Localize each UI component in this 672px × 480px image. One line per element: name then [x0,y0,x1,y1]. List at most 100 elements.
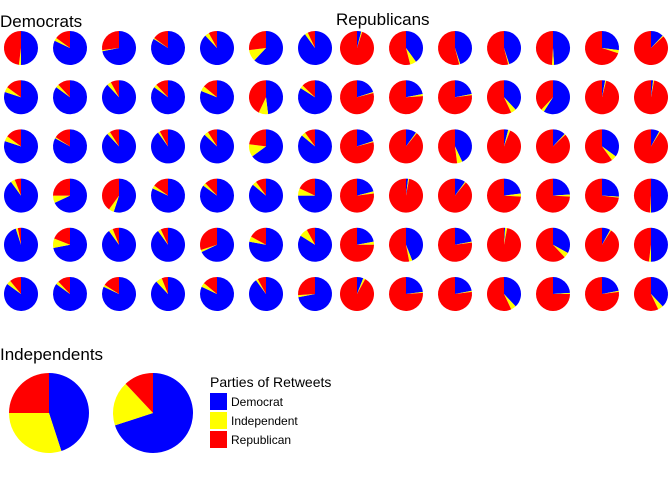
republican-pie-25-slice-independent [504,193,522,197]
republican-pie-24 [438,178,473,213]
republican-pie-26-slice-independent [553,194,571,197]
independent-pie-2-slice-democrat [114,373,194,453]
republican-pie-15 [340,129,375,164]
democrat-pie-37 [53,277,88,312]
democrat-pie-3-slice-republican [101,30,119,51]
republican-pie-6 [585,31,620,66]
republican-pie-34-slice-independent [602,229,612,245]
republican-pie-24-slice-democrat [455,178,465,196]
republican-pie-41-slice-independent [602,290,619,294]
republican-pie-27-slice-independent [602,195,619,198]
democrat-pie-24-slice-republican [102,178,119,210]
republican-pie-35 [633,227,668,262]
republican-pie-1-slice-republican [340,31,375,65]
democrat-pie-42-slice-independent [298,294,315,298]
democrat-pie-41-slice-independent [256,279,266,294]
democrat-pie-18-slice-independent [158,131,168,147]
democrat-pie-16 [52,129,87,164]
republican-pie-7-slice-republican [634,31,669,65]
republican-pie-10 [438,80,473,115]
republican-pie-39-slice-democrat [504,277,522,307]
republican-pie-5-slice-democrat [553,30,571,65]
republican-pie-21-slice-independent [651,131,661,147]
republican-pie-33 [536,227,571,262]
democrat-pie-3-slice-independent [102,48,119,52]
democrat-pie-39-slice-democrat [150,277,185,311]
republican-pie-28-slice-democrat [651,178,668,213]
democrat-pie-21 [297,129,332,164]
republican-pie-35-slice-republican [633,227,651,262]
democrat-pie-22-slice-republican [14,178,21,196]
republican-pie-30-slice-republican [389,227,410,262]
democrat-pie-15-slice-independent [4,136,21,147]
democrat-pie-35-slice-independent [300,229,315,245]
democrat-pie-4-slice-republican [154,31,168,48]
democrat-pie-23-slice-independent [53,195,70,203]
republican-pie-11 [486,80,522,115]
republican-pie-28-slice-republican [633,178,651,213]
republican-pie-30 [389,227,424,262]
republican-pie-3 [438,31,473,65]
democrat-pie-16-slice-independent [55,137,70,147]
independent-pie-1 [9,373,89,453]
independents-pies [9,373,194,453]
democrat-pie-2-slice-democrat [53,31,88,65]
democrat-pie-26-slice-republican [205,178,217,196]
democrat-pie-19-slice-republican [207,129,217,147]
democrat-pie-5-slice-democrat [199,31,234,65]
republican-pie-29-slice-independent [357,241,374,245]
democrat-pie-20 [248,129,284,164]
democrat-pie-2 [53,31,88,65]
republican-pie-15-slice-independent [357,141,374,147]
independent-pie-2-slice-independent [113,383,153,426]
republican-pie-37-slice-republican [389,277,424,311]
republican-pie-9-slice-republican [389,80,424,115]
democrat-pie-9-slice-democrat [53,80,88,115]
republican-pie-9 [389,80,424,115]
republican-pie-26-slice-democrat [553,178,570,196]
republican-pie-23-slice-democrat [406,178,409,196]
democrat-pie-7-slice-independent [305,32,315,48]
democrat-pie-38-slice-democrat [102,277,137,311]
democrat-pie-12-slice-democrat [199,80,234,115]
democrat-pie-40-slice-democrat [200,277,235,311]
republican-pie-36-slice-republican [340,277,375,311]
democrat-pie-13 [249,80,284,115]
democrat-pie-16-slice-democrat [52,129,87,164]
republican-pie-2-slice-democrat [406,31,423,62]
democrat-pie-38 [102,277,137,311]
republican-pie-33-slice-democrat [553,227,571,253]
republican-pie-34-slice-republican [584,227,619,262]
republican-pie-42-slice-republican [633,277,659,312]
democrat-pie-23-slice-republican [53,178,70,196]
democrat-pie-30-slice-democrat [53,227,87,262]
republican-pie-2 [389,31,423,65]
democrat-pie-28 [298,178,332,213]
republican-pie-18-slice-democrat [504,129,509,147]
republican-pie-29-slice-democrat [357,227,374,245]
republican-pie-24-slice-republican [438,178,473,213]
republican-pie-40-slice-republican [536,277,570,311]
democrat-pie-26 [200,178,235,213]
democrat-pie-33-slice-republican [199,227,217,251]
republican-pie-12-slice-democrat [543,80,571,115]
republican-pie-17 [438,129,472,164]
republican-pie-19-slice-democrat [553,129,565,147]
republican-pie-32-slice-republican [487,227,522,262]
republican-pie-33-slice-independent [553,244,568,258]
democrat-pie-35-slice-republican [306,227,315,245]
democrat-pie-21-slice-democrat [297,129,332,164]
republican-pie-37 [389,277,424,311]
democrat-pie-11 [151,80,186,115]
republican-pie-1-slice-independent [357,31,363,48]
democrat-pie-39 [150,277,185,311]
democrat-pie-21-slice-republican [305,129,315,147]
democrat-pie-30-slice-independent [52,238,70,248]
democrat-pie-12-slice-republican [203,80,217,98]
democrat-pie-28-slice-independent [298,188,315,196]
democrat-pie-4-slice-democrat [151,31,186,65]
independent-pie-1-slice-republican [9,373,49,413]
republican-pie-2-slice-republican [389,31,411,65]
republican-pie-36-slice-democrat [357,277,364,294]
democrat-pie-32-slice-democrat [151,227,186,262]
